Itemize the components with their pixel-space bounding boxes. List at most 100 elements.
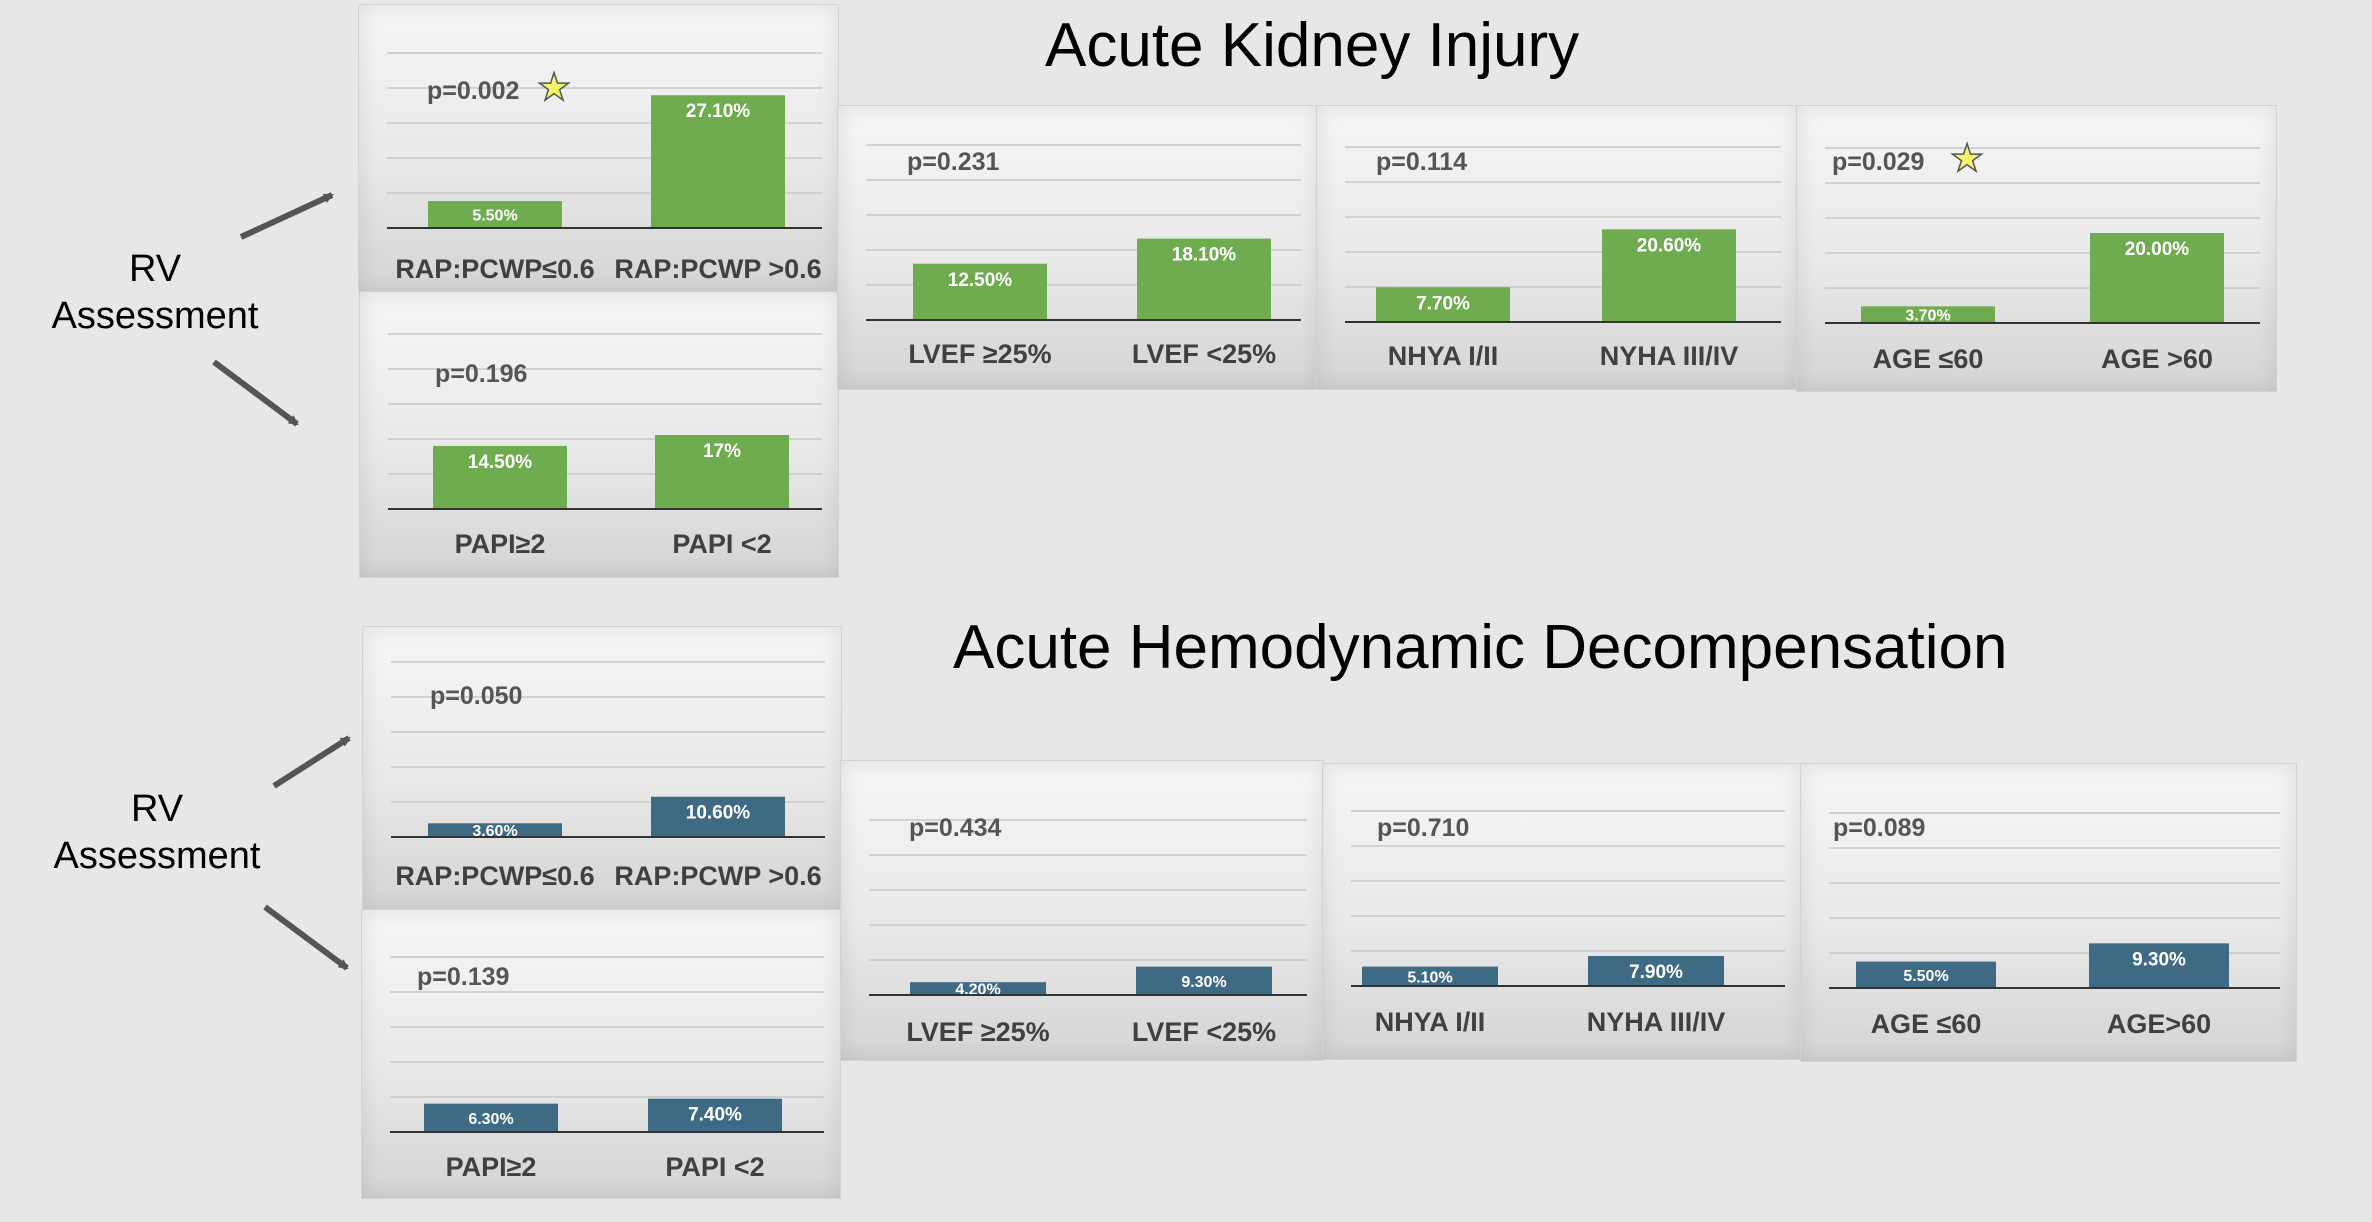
category-label: LVEF ≥25% — [906, 1017, 1050, 1047]
bar-value-label: 20.60% — [1637, 235, 1702, 256]
chart-aki-papi: 14.50% 17% PAPI≥2 PAPI <2 p=0.196 — [359, 291, 839, 578]
rv-label-line2: Assessment — [51, 295, 259, 337]
p-value: p=0.050 — [430, 682, 523, 710]
rv-label-line1: RV — [128, 248, 182, 290]
bar-2 — [1136, 966, 1272, 995]
rv-label-line2: Assessment — [53, 835, 261, 877]
bar-value-label: 20.00% — [2125, 239, 2190, 260]
chart-svg: 4.20% 9.30% — [869, 819, 1307, 999]
chart-ahd-rap: 3.60% 10.60% RAP:PCWP≤0.6 RAP:PCWP >0.6 p=0.… — [362, 626, 842, 911]
bar-2 — [2089, 943, 2229, 988]
category-label: NHYA I/II — [1387, 341, 1499, 371]
category-label: LVEF <25% — [1131, 339, 1277, 369]
chart-aki-age: 3.70% 20.00% AGE ≤60 AGE >60 p=0.029 ★ — [1796, 105, 2277, 392]
bar-1 — [433, 445, 567, 509]
bar-value-label: 17% — [703, 441, 741, 462]
bar-2 — [1602, 229, 1736, 322]
bar-1 — [1362, 966, 1498, 986]
arrow-up-aki — [239, 192, 334, 240]
bar-value-label: 18.10% — [1172, 245, 1237, 266]
bar-2 — [651, 796, 785, 837]
category-label: AGE>60 — [2106, 1009, 2212, 1039]
bar-value-label: 7.70% — [1416, 293, 1470, 314]
bar-1 — [1856, 961, 1996, 988]
aki-title: Acute Kidney Injury — [1045, 11, 1580, 80]
category-label: PAPI≥2 — [445, 1152, 537, 1182]
category-label: AGE ≤60 — [1872, 344, 1984, 374]
bar-2 — [655, 435, 789, 509]
p-value: p=0.434 — [909, 814, 1002, 842]
chart-aki-lvef: 12.50% 18.10% LVEF ≥25% LVEF <25% p=0.231 — [837, 105, 1318, 390]
significance-star-icon: ★ — [536, 67, 572, 109]
bar-2 — [1588, 955, 1724, 986]
category-label: PAPI≥2 — [454, 529, 546, 559]
p-value: p=0.139 — [417, 963, 510, 991]
bar-value-label: 4.20% — [955, 982, 1000, 999]
category-label: RAP:PCWP >0.6 — [614, 254, 822, 284]
category-label: NYHA III/IV — [1599, 341, 1739, 371]
bar-value-label: 9.30% — [1181, 974, 1226, 991]
chart-svg: 6.30% 7.40% — [390, 956, 824, 1133]
bar-1 — [424, 1103, 558, 1132]
chart-svg: 3.70% 20.00% — [1825, 147, 2260, 325]
chart-svg: 5.50% 9.30% — [1829, 812, 2280, 989]
bar-2 — [1137, 238, 1271, 320]
bar-value-label: 7.40% — [688, 1105, 742, 1126]
category-label: PAPI <2 — [665, 1152, 765, 1182]
bar-value-label: 10.60% — [686, 803, 751, 824]
p-value: p=0.089 — [1833, 814, 1926, 842]
chart-svg: 7.70% 20.60% — [1345, 146, 1781, 323]
bar-value-label: 5.50% — [472, 208, 517, 225]
p-value: p=0.196 — [435, 360, 528, 388]
p-value: p=0.710 — [1377, 814, 1470, 842]
category-label: LVEF ≥25% — [908, 339, 1052, 369]
bar-value-label: 9.30% — [2132, 949, 2186, 970]
chart-ahd-papi: 6.30% 7.40% PAPI≥2 PAPI <2 p=0.139 — [361, 909, 841, 1199]
chart-aki-nyha: 7.70% 20.60% NHYA I/II NYHA III/IV p=0.114 — [1316, 105, 1798, 390]
category-label: AGE ≤60 — [1870, 1009, 1982, 1039]
chart-svg: 3.60% 10.60% — [391, 661, 825, 840]
bar-1 — [428, 823, 562, 837]
bar-value-label: 3.70% — [1905, 308, 1950, 325]
chart-aki-rap: 5.50% 27.10% RAP:PCWP≤0.6 RAP:PCWP >0.6 p=0.… — [358, 4, 839, 293]
chart-svg: 12.50% 18.10% — [866, 144, 1301, 321]
bar-value-label: 7.90% — [1629, 962, 1683, 983]
rv-assessment-label-ahd: RV Assessment — [27, 786, 287, 880]
bar-2 — [651, 95, 785, 229]
category-label: RAP:PCWP≤0.6 — [395, 254, 595, 284]
category-label: LVEF <25% — [1131, 1017, 1277, 1047]
rv-assessment-label-aki: RV Assessment — [25, 246, 285, 340]
ahd-title: Acute Hemodynamic Decompensation — [953, 613, 2008, 682]
bar-1 — [428, 201, 562, 228]
arrow-down-ahd — [263, 904, 349, 971]
bar-1 — [1861, 306, 1995, 323]
rv-label-line1: RV — [130, 788, 184, 830]
bar-1 — [1376, 287, 1510, 322]
chart-ahd-nyha: 5.10% 7.90% NHYA I/II NYHA III/IV p=0.710 — [1322, 763, 1802, 1060]
bar-2 — [2090, 233, 2224, 323]
category-label: PAPI <2 — [672, 529, 772, 559]
bar-1 — [910, 982, 1046, 995]
bar-value-label: 27.10% — [686, 101, 751, 122]
p-value: p=0.002 — [427, 77, 520, 105]
bar-value-label: 5.10% — [1407, 969, 1452, 986]
category-label: AGE >60 — [2101, 344, 2213, 374]
chart-svg: 5.50% 27.10% — [387, 52, 822, 229]
chart-ahd-age: 5.50% 9.30% AGE ≤60 AGE>60 p=0.089 — [1800, 763, 2297, 1062]
p-value: p=0.029 — [1832, 148, 1925, 176]
chart-svg: 5.10% 7.90% — [1351, 810, 1785, 987]
p-value: p=0.114 — [1376, 148, 1468, 176]
significance-star-icon: ★ — [1949, 138, 1985, 180]
bar-value-label: 12.50% — [948, 270, 1013, 291]
chart-ahd-lvef: 4.20% 9.30% LVEF ≥25% LVEF <25% p=0.434 — [840, 760, 1324, 1061]
category-label: RAP:PCWP≤0.6 — [395, 861, 595, 891]
bar-value-label: 3.60% — [472, 823, 517, 840]
bar-2 — [648, 1098, 782, 1132]
category-label: NHYA I/II — [1374, 1007, 1486, 1037]
category-label: NYHA III/IV — [1586, 1007, 1726, 1037]
arrow-down-aki — [212, 359, 299, 427]
p-value: p=0.231 — [907, 148, 1000, 176]
category-label: RAP:PCWP >0.6 — [614, 861, 822, 891]
chart-svg: 14.50% 17% — [388, 333, 822, 510]
